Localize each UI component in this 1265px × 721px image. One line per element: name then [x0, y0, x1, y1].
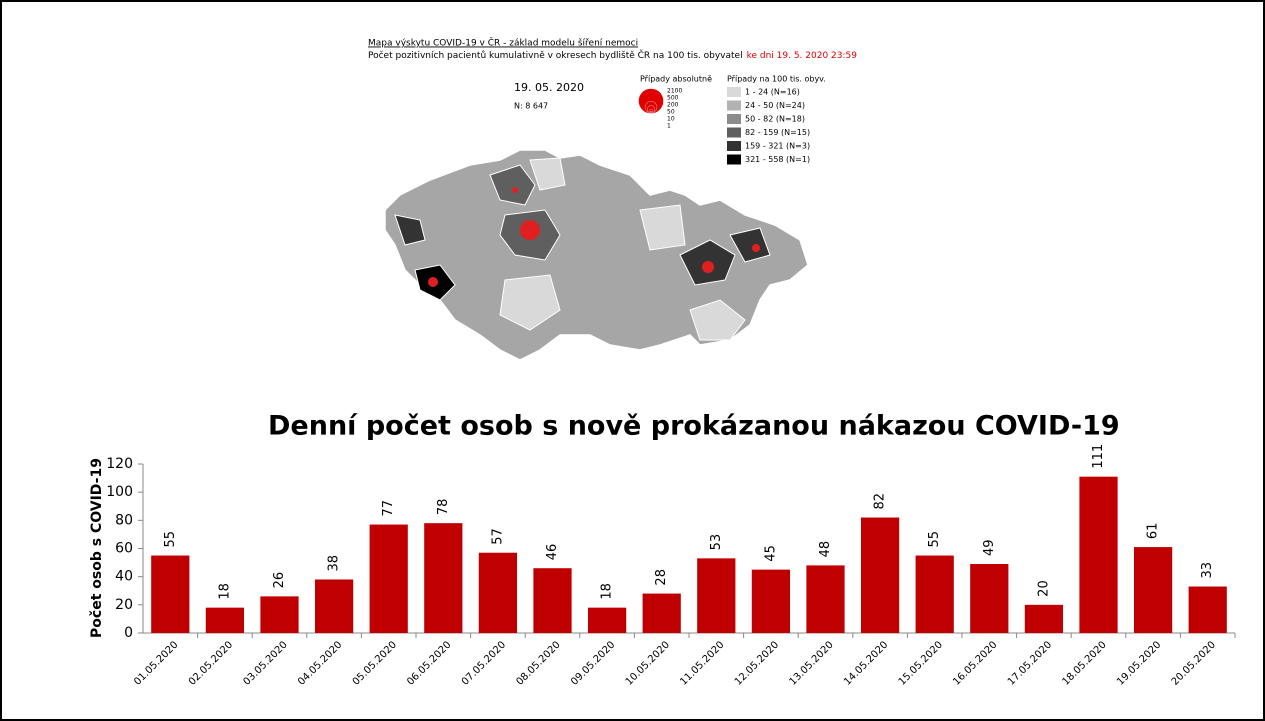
legend-label: 1 - 24 (N=16) [745, 88, 800, 97]
legend-swatch [727, 127, 741, 138]
data-label: 55 [927, 531, 942, 548]
map [384, 149, 809, 361]
bar [697, 558, 736, 633]
bar [587, 607, 627, 633]
bubble-legend-label: 2100 [667, 88, 682, 95]
legend-label: 82 - 159 (N=15) [745, 128, 810, 137]
data-label: 28 [654, 569, 669, 586]
y-tick-label: 100 [106, 484, 133, 500]
legend-label: 50 - 82 (N=18) [745, 115, 805, 124]
y-tick-label: 40 [115, 569, 133, 585]
data-label: 77 [381, 500, 396, 517]
legend-swatch [727, 114, 741, 124]
bubble-legend-label: 200 [667, 102, 679, 109]
legend-label: 24 - 50 (N=24) [745, 101, 805, 110]
bar [424, 523, 463, 633]
y-tick-label: 20 [115, 597, 133, 613]
legend-label: 159 - 321 (N=3) [745, 142, 810, 151]
y-tick-label: 120 [106, 456, 133, 472]
bar [369, 524, 408, 633]
bar [1024, 604, 1064, 633]
legend-swatch [727, 141, 741, 151]
bar [1188, 586, 1227, 633]
data-label: 33 [1200, 562, 1215, 579]
map-title: Mapa výskytu COVID-19 v ČR - základ mode… [368, 37, 638, 49]
map-bubble [752, 244, 760, 252]
bar [860, 517, 900, 633]
bubble-legend-label: 10 [667, 116, 675, 123]
data-label: 20 [1036, 580, 1051, 597]
map-region [639, 204, 686, 251]
bubble-legend-label: 1 [667, 123, 671, 130]
y-tick-label: 80 [115, 512, 133, 528]
chart-title: Denní počet osob s nově prokázanou nákaz… [268, 411, 1120, 442]
bar [642, 593, 681, 633]
data-label: 57 [490, 528, 505, 545]
bar [1079, 476, 1118, 633]
bar [533, 568, 572, 633]
bar [314, 579, 354, 633]
map-region [729, 227, 771, 263]
data-label: 46 [545, 544, 560, 561]
map-bubble [520, 220, 540, 240]
data-label: 53 [709, 534, 724, 551]
bar [260, 596, 299, 633]
map-region [394, 214, 426, 246]
data-label: 82 [873, 493, 888, 510]
map-bubble [512, 187, 518, 193]
bar [915, 555, 954, 633]
y-axis-label: Počet osob s COVID-19 [89, 458, 105, 638]
bar [205, 607, 245, 633]
data-label: 45 [763, 545, 778, 562]
data-label: 55 [163, 531, 178, 548]
map-subtitle-text: Počet pozitivních pacientů kumulativně v… [368, 49, 743, 61]
color-legend-title: Případy na 100 tis. obyv. [727, 75, 826, 84]
map-subtitle-date: ke dni 19. 5. 2020 23:59 [747, 51, 858, 61]
map-subtitle: Počet pozitivních pacientů kumulativně v… [368, 49, 857, 61]
data-label: 18 [600, 583, 615, 600]
legend-label: 321 - 558 (N=1) [745, 155, 810, 164]
bar [806, 565, 845, 633]
map-date: 19. 05. 2020 [514, 81, 584, 94]
map-region [689, 299, 746, 341]
bubble-legend-label: 500 [667, 95, 679, 102]
data-label: 18 [217, 583, 232, 600]
legend-swatch [727, 87, 741, 97]
legend-swatch [727, 154, 741, 165]
bar [151, 555, 190, 633]
data-label: 49 [982, 539, 997, 556]
bubble-legend-title: Případy absolutně [640, 75, 712, 84]
data-label: 48 [818, 541, 833, 558]
map-region [499, 274, 561, 331]
map-bubble [428, 277, 438, 287]
y-tick-label: 0 [124, 625, 133, 641]
data-label: 111 [1091, 444, 1106, 469]
bubble-legend-circle [649, 111, 653, 114]
map-region [489, 164, 536, 206]
data-label: 38 [327, 555, 342, 572]
bar [970, 563, 1009, 633]
map-bubble [702, 261, 714, 273]
y-tick-label: 60 [115, 541, 133, 557]
data-label: 78 [436, 499, 451, 516]
data-label: 61 [1146, 523, 1161, 540]
bar [1133, 547, 1173, 633]
map-total: N: 8 647 [514, 102, 548, 111]
map-region [529, 157, 566, 191]
bubble-legend-label: 50 [667, 109, 675, 116]
bar [751, 569, 791, 633]
data-label: 26 [272, 572, 287, 589]
legend-swatch [727, 100, 741, 111]
bar [478, 552, 518, 633]
